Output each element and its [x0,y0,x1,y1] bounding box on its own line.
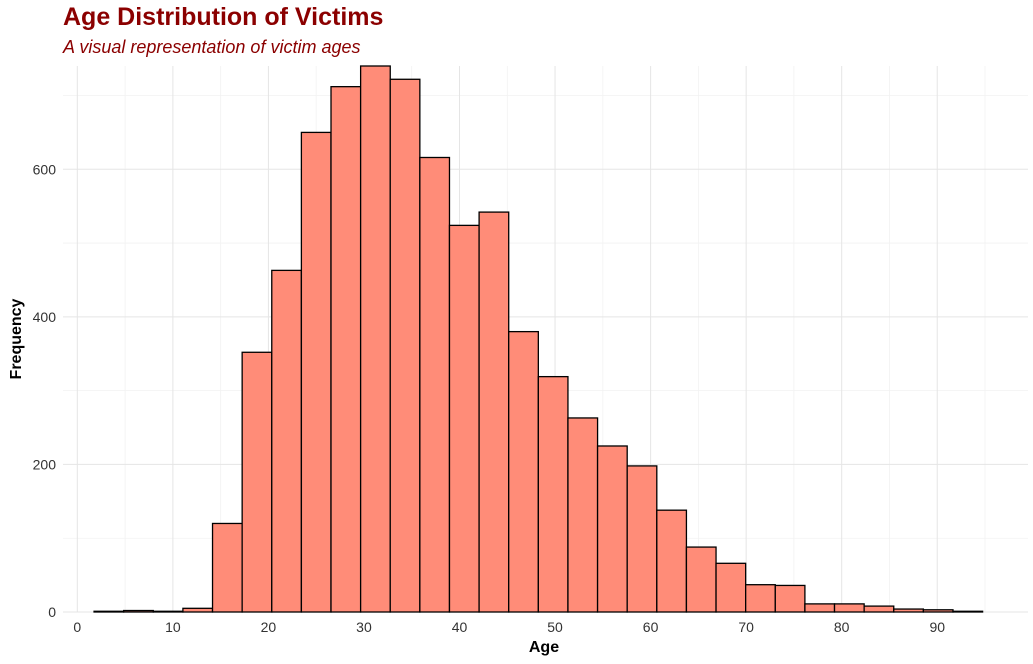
histogram-bar [952,610,984,613]
x-tick-label: 0 [73,619,81,635]
histogram-bar [745,584,776,613]
histogram-bar [863,605,895,613]
x-tick-label: 70 [738,619,754,635]
histogram-bar [656,509,688,613]
histogram-bar [596,445,628,613]
histogram-bar [359,65,391,613]
histogram-bar [241,351,273,613]
histogram-bar [626,465,658,613]
x-axis-ticks: 0 10 20 30 40 50 60 70 80 90 [73,619,945,635]
histogram-bar [448,224,480,613]
histogram-bar [478,211,510,613]
histogram-bar [922,609,954,613]
histogram-bar [419,156,451,613]
histogram-bar [330,86,362,613]
histogram-bar [537,375,569,613]
histogram-bar [152,610,184,613]
histogram-bar [123,609,154,613]
y-axis-ticks: 0 200 400 600 [33,161,57,620]
x-tick-label: 80 [834,619,850,635]
chart-title: Age Distribution of Victims [63,3,384,31]
x-axis-title: Age [529,639,559,656]
histogram-bar [685,546,717,613]
histogram-bars [93,65,984,613]
x-tick-label: 60 [643,619,659,635]
histogram-bar [567,417,599,613]
histogram-bar [300,131,332,613]
histogram-bar [774,584,806,613]
y-tick-label: 400 [33,309,57,325]
histogram-bar [211,522,243,613]
histogram-bar [715,562,747,613]
x-tick-label: 90 [929,619,945,635]
x-tick-label: 40 [452,619,468,635]
y-tick-label: 200 [33,456,57,472]
y-axis-title: Frequency [8,298,25,379]
chart-subtitle: A visual representation of victim ages [63,37,361,57]
x-tick-label: 20 [261,619,277,635]
histogram-bar [271,269,303,613]
minor-gridlines [63,66,1028,612]
histogram-bar [893,608,925,613]
x-tick-label: 10 [165,619,181,635]
x-tick-label: 30 [356,619,372,635]
histogram-bar [389,78,421,613]
histogram-bar [508,330,539,613]
histogram-bar [182,607,214,613]
histogram-bar [93,610,125,613]
histogram-bar [804,603,836,613]
histogram-bar [833,603,865,613]
x-tick-label: 50 [547,619,563,635]
y-tick-label: 600 [33,161,57,177]
y-tick-label: 0 [48,604,56,620]
